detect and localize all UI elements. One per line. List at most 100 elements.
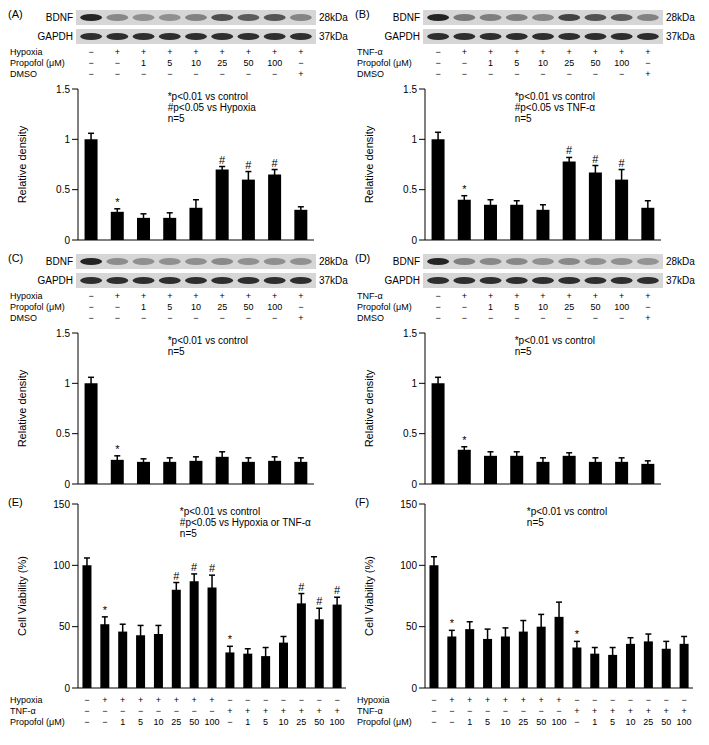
svg-text:−: − bbox=[574, 695, 579, 705]
svg-text:5: 5 bbox=[514, 58, 519, 68]
svg-text:25: 25 bbox=[217, 58, 227, 68]
svg-text:−: − bbox=[227, 695, 232, 705]
svg-text:+: + bbox=[115, 47, 120, 57]
svg-text:#: # bbox=[334, 584, 341, 596]
svg-text:10: 10 bbox=[153, 717, 163, 727]
svg-text:28kDa: 28kDa bbox=[666, 256, 695, 267]
svg-text:Hypoxia: Hypoxia bbox=[10, 291, 43, 301]
svg-text:−: − bbox=[485, 706, 490, 716]
svg-text:−: − bbox=[88, 291, 93, 301]
svg-text:−: − bbox=[115, 58, 120, 68]
svg-text:−: − bbox=[88, 58, 93, 68]
svg-text:+: + bbox=[645, 291, 650, 301]
svg-text:−: − bbox=[435, 58, 440, 68]
svg-text:#: # bbox=[566, 144, 573, 156]
svg-text:−: − bbox=[192, 706, 197, 716]
svg-text:−: − bbox=[539, 706, 544, 716]
svg-text:#: # bbox=[592, 153, 599, 165]
svg-text:1: 1 bbox=[467, 717, 472, 727]
svg-text:#: # bbox=[316, 595, 323, 607]
svg-text:−: − bbox=[245, 695, 250, 705]
svg-text:100: 100 bbox=[677, 717, 692, 727]
svg-text:Cell Viability (%): Cell Viability (%) bbox=[363, 556, 375, 636]
svg-text:Propofol (μM): Propofol (μM) bbox=[10, 302, 65, 312]
svg-text:−: − bbox=[567, 69, 572, 79]
svg-text:+: + bbox=[503, 695, 508, 705]
svg-text:+: + bbox=[174, 695, 179, 705]
svg-text:DMSO: DMSO bbox=[357, 313, 384, 323]
svg-text:−: − bbox=[435, 291, 440, 301]
svg-text:−: − bbox=[272, 313, 277, 323]
svg-text:−: − bbox=[592, 695, 597, 705]
svg-text:−: − bbox=[488, 313, 493, 323]
svg-text:−: − bbox=[334, 695, 339, 705]
svg-text:−: − bbox=[193, 313, 198, 323]
svg-text:−: − bbox=[317, 695, 322, 705]
svg-text:−: − bbox=[272, 69, 277, 79]
svg-text:−: − bbox=[120, 706, 125, 716]
svg-text:+: + bbox=[317, 706, 322, 716]
svg-text:−: − bbox=[88, 313, 93, 323]
svg-text:−: − bbox=[167, 69, 172, 79]
svg-text:+: + bbox=[298, 313, 303, 323]
svg-text:+: + bbox=[521, 695, 526, 705]
svg-text:−: − bbox=[521, 706, 526, 716]
svg-text:28kDa: 28kDa bbox=[319, 256, 348, 267]
svg-text:1: 1 bbox=[411, 378, 417, 389]
svg-text:−: − bbox=[88, 47, 93, 57]
svg-text:−: − bbox=[263, 695, 268, 705]
svg-text:GAPDH: GAPDH bbox=[37, 275, 73, 286]
svg-text:1.5: 1.5 bbox=[56, 84, 70, 95]
svg-text:*: * bbox=[228, 633, 233, 645]
svg-text:TNF-α: TNF-α bbox=[357, 706, 383, 716]
svg-text:1: 1 bbox=[141, 302, 146, 312]
svg-text:25: 25 bbox=[217, 302, 227, 312]
svg-text:−: − bbox=[431, 695, 436, 705]
svg-text:−: − bbox=[449, 717, 454, 727]
svg-text:#: # bbox=[245, 159, 252, 171]
svg-text:Propofol (μM): Propofol (μM) bbox=[10, 717, 65, 727]
svg-text:5: 5 bbox=[485, 717, 490, 727]
svg-text:+: + bbox=[245, 706, 250, 716]
svg-text:BDNF: BDNF bbox=[393, 256, 420, 267]
svg-text:1: 1 bbox=[141, 58, 146, 68]
svg-text:−: − bbox=[610, 695, 615, 705]
svg-text:−: − bbox=[138, 706, 143, 716]
svg-text:−: − bbox=[299, 695, 304, 705]
svg-text:+: + bbox=[593, 291, 598, 301]
svg-text:+: + bbox=[567, 291, 572, 301]
svg-text:−: − bbox=[84, 706, 89, 716]
svg-text:−: − bbox=[435, 69, 440, 79]
svg-text:+: + bbox=[246, 47, 251, 57]
svg-text:*: * bbox=[462, 434, 467, 446]
svg-text:+: + bbox=[272, 291, 277, 301]
svg-text:Relative density: Relative density bbox=[16, 369, 28, 447]
svg-text:10: 10 bbox=[191, 58, 201, 68]
svg-text:+: + bbox=[462, 291, 467, 301]
svg-text:−: − bbox=[540, 69, 545, 79]
svg-text:+: + bbox=[556, 695, 561, 705]
svg-text:37kDa: 37kDa bbox=[666, 31, 695, 42]
svg-text:25: 25 bbox=[518, 717, 528, 727]
svg-text:+: + bbox=[539, 695, 544, 705]
svg-text:+: + bbox=[467, 695, 472, 705]
svg-text:0: 0 bbox=[411, 235, 417, 246]
svg-text:+: + bbox=[681, 706, 686, 716]
svg-text:25: 25 bbox=[564, 58, 574, 68]
svg-text:1: 1 bbox=[411, 134, 417, 145]
svg-text:−: − bbox=[431, 717, 436, 727]
svg-text:10: 10 bbox=[625, 717, 635, 727]
svg-text:+: + bbox=[193, 291, 198, 301]
svg-text:TNF-α: TNF-α bbox=[357, 291, 383, 301]
svg-text:−: − bbox=[141, 313, 146, 323]
svg-text:−: − bbox=[174, 706, 179, 716]
svg-text:−: − bbox=[503, 706, 508, 716]
svg-text:1: 1 bbox=[120, 717, 125, 727]
svg-text:5: 5 bbox=[167, 302, 172, 312]
svg-text:#: # bbox=[209, 562, 216, 574]
svg-text:0.5: 0.5 bbox=[56, 184, 70, 195]
svg-text:−: − bbox=[435, 47, 440, 57]
svg-text:#: # bbox=[272, 157, 279, 169]
svg-text:+: + bbox=[664, 706, 669, 716]
svg-text:+: + bbox=[298, 291, 303, 301]
